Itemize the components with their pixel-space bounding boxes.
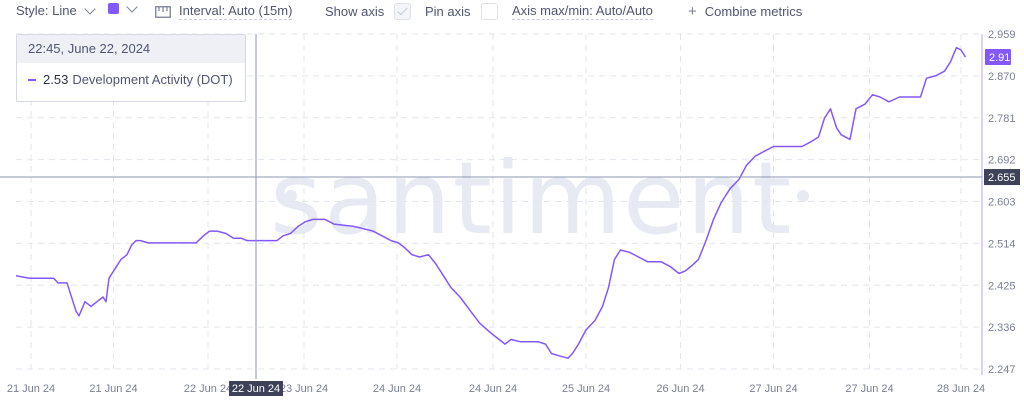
tooltip-datetime: 22:45, June 22, 2024	[17, 35, 245, 63]
crosshair-y-label-bg	[984, 169, 1020, 186]
x-tick-label: 26 Jun 24	[656, 383, 704, 395]
ruler-icon	[155, 5, 171, 18]
tooltip-value: 2.53	[43, 72, 69, 87]
x-tick-label: 23 Jun 24	[280, 383, 328, 395]
show-axis-toggle[interactable]: Show axis	[325, 3, 412, 20]
crosshair-x-label-bg	[229, 381, 283, 396]
y-tick-label: 2.692	[988, 155, 1016, 167]
x-tick-label: 22 Jun 24	[184, 383, 232, 395]
x-tick-label: 24 Jun 24	[373, 383, 421, 395]
pin-axis-label: Pin axis	[425, 4, 471, 19]
axis-range-label: Axis max/min: Auto/Auto	[512, 3, 653, 20]
crosshair-y-label: 2.655	[988, 172, 1016, 184]
color-swatch-icon	[108, 3, 119, 14]
x-tick-label: 25 Jun 24	[562, 383, 610, 395]
style-label: Style: Line	[16, 3, 77, 18]
y-tick-label: 2.425	[988, 280, 1016, 292]
watermark: santiment	[270, 140, 794, 257]
y-tick-label: 2.247	[988, 364, 1016, 376]
x-tick-label: 27 Jun 24	[749, 383, 797, 395]
pin-axis-toggle[interactable]: Pin axis	[425, 3, 498, 20]
series-line-development-activity[interactable]	[15, 46, 967, 359]
y-tick-label: 2.514	[988, 238, 1016, 250]
watermark-dot-icon	[285, 190, 297, 202]
show-axis-checkbox[interactable]	[394, 3, 412, 20]
x-tick-label: 21 Jun 24	[7, 383, 55, 395]
x-tick-label: 27 Jun 24	[845, 383, 893, 395]
y-tick-label: 2.870	[988, 71, 1016, 83]
show-axis-label: Show axis	[325, 4, 385, 19]
combine-metrics-label: Combine metrics	[704, 4, 803, 19]
x-tick-label: 24 Jun 24	[469, 383, 517, 395]
y-tick-label: 2.959	[988, 29, 1016, 41]
style-dropdown[interactable]: Style: Line	[16, 2, 96, 18]
color-dropdown[interactable]	[108, 0, 138, 14]
x-tick-label: 21 Jun 24	[89, 383, 137, 395]
series-marker-icon	[28, 78, 36, 81]
combine-metrics-button[interactable]: + Combine metrics	[688, 3, 802, 20]
current-value-label: 2.91	[989, 52, 1010, 64]
current-value-label-bg	[985, 49, 1011, 66]
y-tick-label: 2.336	[988, 322, 1016, 334]
watermark-dot-icon	[797, 190, 809, 202]
y-tick-label: 2.781	[988, 113, 1016, 125]
y-tick-label: 2.603	[988, 197, 1016, 209]
plus-icon: +	[688, 3, 697, 20]
pin-axis-checkbox[interactable]	[480, 3, 498, 20]
axis-range-dropdown[interactable]: Axis max/min: Auto/Auto	[512, 3, 653, 20]
tooltip: 22:45, June 22, 2024 2.53 Development Ac…	[16, 34, 246, 102]
tooltip-metric-row: 2.53 Development Activity (DOT)	[17, 63, 245, 87]
interval-label: Interval: Auto (15m)	[179, 3, 293, 20]
chart-toolbar: Style: Line Interval: Auto (15m) Show ax…	[0, 0, 1024, 24]
x-tick-label: 28 Jun 24	[937, 383, 985, 395]
interval-dropdown[interactable]: Interval: Auto (15m)	[155, 3, 293, 20]
tooltip-metric-name: Development Activity (DOT)	[72, 72, 233, 87]
crosshair-x-label: 22 Jun 24	[232, 383, 280, 395]
